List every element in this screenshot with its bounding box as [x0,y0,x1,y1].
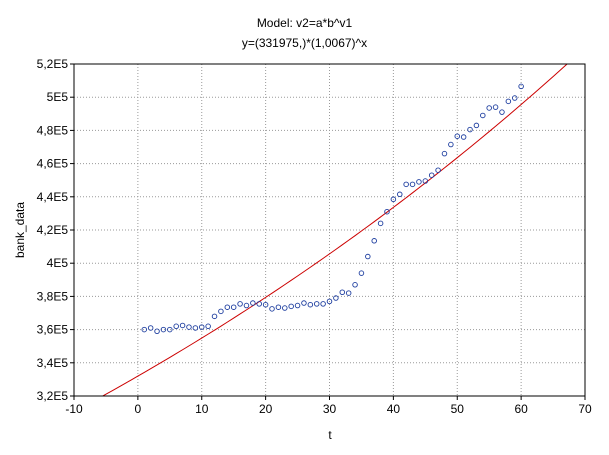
data-point [141,326,148,333]
x-tick-label: 60 [514,402,528,416]
data-point [167,326,173,333]
x-tick-label: 10 [195,402,209,416]
y-axis-label: bank_data [13,202,27,258]
x-tick-label: 20 [259,402,273,416]
fit-curve-line [101,64,568,396]
data-point [454,133,461,139]
y-tick-label: 4,2E5 [37,223,69,237]
data-points [141,83,524,335]
grid [74,64,585,396]
data-point [448,141,454,148]
data-point [326,298,333,305]
data-point [518,83,524,90]
data-point [460,134,467,140]
y-tick-label: 3,4E5 [37,356,69,370]
data-point [492,104,499,110]
x-axis-label: t [328,428,332,442]
data-point [403,181,409,188]
y-tick-label: 4,8E5 [37,123,69,137]
data-point [333,295,339,301]
x-tick-label: -10 [65,402,83,416]
y-tick-label: 3,2E5 [37,389,69,403]
data-point [269,306,275,312]
data-point [179,322,186,329]
data-point [384,208,390,215]
y-tick-label: 5E5 [47,90,69,104]
data-point [154,328,160,335]
data-point [256,301,262,307]
y-tick-label: 4E5 [47,256,69,270]
x-tick-label: 40 [387,402,401,416]
data-point [250,300,256,306]
chart-subtitle: y=(331975,)*(1,0067)^x [241,36,368,50]
y-tick-label: 3,6E5 [37,323,69,337]
x-tick-label: 70 [578,402,592,416]
data-point [294,302,301,309]
data-point [313,301,320,307]
data-point [307,301,314,308]
data-point [186,324,192,330]
fit-curve [101,64,568,396]
data-point [205,323,211,330]
data-point [218,308,224,315]
data-point [345,290,352,296]
y-axis-ticks: 3,2E5 3,4E5 3,6E5 3,8E5 4E5 4,2E5 4,4E5 4,6E5 4,… [37,57,74,403]
x-tick-label: 30 [323,402,337,416]
y-tick-label: 4,6E5 [37,157,69,171]
data-point [320,301,326,307]
data-point [160,326,167,333]
data-point [230,304,237,310]
data-point [288,303,294,310]
x-tick-label: 50 [451,402,465,416]
data-point [147,325,154,331]
data-point [377,220,384,227]
data-point [371,238,377,244]
y-tick-label: 3,8E5 [37,289,69,303]
data-point [358,270,365,276]
data-point [365,253,371,260]
data-point [467,126,473,133]
data-point [173,323,179,330]
data-point [262,301,269,308]
data-point [397,191,403,198]
data-point [505,98,512,105]
data-point [390,196,397,203]
data-point [282,305,288,311]
data-point [486,105,492,111]
data-point [480,112,486,119]
data-point [422,178,429,184]
data-point [339,289,346,296]
x-axis-ticks: -10 0 10 20 30 40 50 60 70 [65,396,592,416]
chart-title: Model: v2=a*b^v1 [256,16,353,30]
data-point [511,95,518,101]
data-point [224,304,231,310]
data-point [435,167,441,173]
data-point [243,302,250,309]
data-point [275,304,282,310]
data-point [409,181,416,188]
data-point [499,109,505,115]
data-point [352,282,358,288]
data-point [192,325,199,331]
data-point [301,300,307,306]
data-point [441,150,448,157]
data-point [416,179,422,185]
data-point [198,324,205,330]
y-tick-label: 4,4E5 [37,190,69,204]
data-point [473,122,480,129]
data-point [211,313,218,320]
x-tick-label: 0 [135,402,142,416]
y-tick-label: 5,2E5 [37,57,69,71]
data-point [428,172,435,178]
data-point [237,301,243,307]
